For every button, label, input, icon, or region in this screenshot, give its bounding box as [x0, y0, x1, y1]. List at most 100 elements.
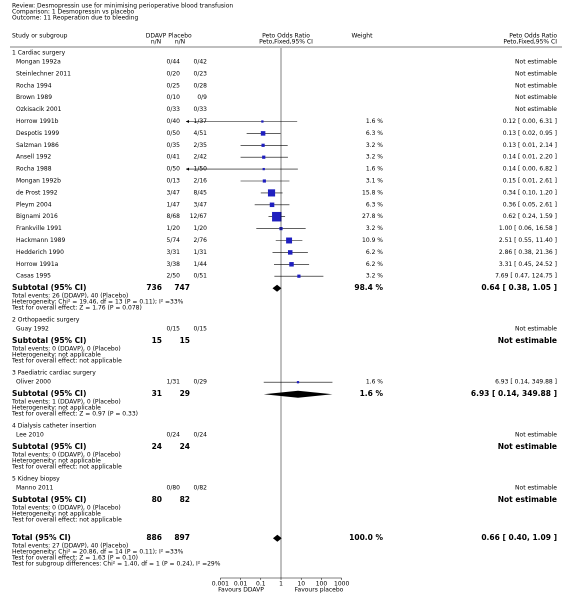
- study-ddavp: 0/41: [167, 154, 181, 161]
- study-placebo: 2/16: [194, 178, 208, 185]
- study-ddavp: 0/50: [167, 166, 181, 173]
- subtotal-result: 0.66 [ 0.40, 1.09 ]: [481, 533, 557, 542]
- note: Test for subgroup differences: Chi² = 1.…: [11, 561, 221, 568]
- study-result: 2.51 [ 0.55, 11.40 ]: [499, 237, 557, 244]
- study-square: [297, 274, 301, 278]
- study-result: Not estimable: [515, 70, 557, 77]
- study-weight: 3.1 %: [366, 178, 383, 185]
- study-placebo: 0/42: [194, 59, 208, 66]
- subtotal-placebo: 15: [180, 336, 190, 345]
- study-result: Not estimable: [515, 485, 557, 492]
- subtotal-label: Subtotal (95% CI): [12, 283, 86, 292]
- study-weight: 6.2 %: [366, 249, 383, 256]
- favours-right: Favours placebo: [295, 587, 344, 594]
- study-weight: 1.6 %: [366, 118, 383, 125]
- study-result: Not estimable: [515, 432, 557, 439]
- study-placebo: 0/82: [194, 485, 208, 492]
- study-result: 3.31 [ 0.45, 24.52 ]: [499, 261, 557, 268]
- study-ddavp: 1/47: [167, 201, 181, 208]
- x-tick-label: 100: [316, 581, 328, 588]
- col-effect2-method: Peto,Fixed,95% CI: [503, 39, 557, 46]
- col-effect: Peto Odds Ratio: [262, 33, 310, 40]
- study-name: Guay 1992: [16, 326, 49, 333]
- study-result: Not estimable: [515, 82, 557, 89]
- study-result: 6.93 [ 0.14, 349.88 ]: [495, 379, 557, 386]
- study-ddavp: 2/50: [167, 273, 181, 280]
- study-name: Hedderich 1990: [16, 249, 64, 256]
- ci-arrow: [186, 167, 189, 171]
- col-effect-method: Peto,Fixed,95% CI: [259, 39, 313, 46]
- study-name: Manno 2011: [16, 485, 53, 492]
- study-result: 0.13 [ 0.01, 2.14 ]: [503, 142, 557, 149]
- note: Total events: 0 (DDAVP), 0 (Placebo): [11, 452, 121, 459]
- study-weight: 1.6 %: [366, 166, 383, 173]
- study-placebo: 0/28: [194, 82, 208, 89]
- study-weight: 27.8 %: [362, 213, 383, 220]
- study-ddavp: 0/50: [167, 130, 181, 137]
- study-name: Hackmann 1989: [16, 237, 65, 244]
- study-name: Salzman 1986: [16, 142, 59, 149]
- study-name: Oliver 2000: [16, 379, 51, 386]
- study-ddavp: 0/24: [167, 432, 181, 439]
- x-tick-label: 10: [297, 581, 305, 588]
- study-ddavp: 0/25: [167, 82, 181, 89]
- group-title: 3 Paediatric cardiac surgery: [12, 370, 96, 377]
- study-placebo: 3/47: [194, 201, 208, 208]
- study-result: 1.00 [ 0.06, 16.58 ]: [499, 225, 557, 232]
- note: Test for overall effect: Z = 0.97 (P = 0…: [11, 411, 138, 418]
- study-square: [262, 179, 266, 183]
- study-square: [261, 143, 265, 147]
- study-placebo: 1/44: [194, 261, 208, 268]
- comparison: Comparison: 1 Desmopressin vs placebo: [12, 9, 135, 16]
- x-tick-label: 1: [279, 581, 283, 588]
- study-name: Horrow 1991a: [16, 261, 59, 268]
- subtotal-ddavp: 31: [152, 389, 162, 398]
- group-title: 4 Dialysis catheter insertion: [12, 423, 96, 430]
- subtotal-result: 6.93 [ 0.14, 349.88 ]: [471, 389, 557, 398]
- col-ddavp: DDAVP: [146, 33, 167, 40]
- favours-left: Favours DDAVP: [218, 587, 264, 594]
- study-ddavp: 1/20: [167, 225, 181, 232]
- study-weight: 10.9 %: [362, 237, 383, 244]
- group-title: 2 Orthopaedic surgery: [12, 317, 80, 324]
- study-ddavp: 0/80: [167, 485, 181, 492]
- study-result: Not estimable: [515, 94, 557, 101]
- subtotal-weight: 1.6 %: [360, 389, 384, 398]
- study-result: Not estimable: [515, 326, 557, 333]
- study-placebo: 0/33: [194, 106, 208, 113]
- subtotal-label: Subtotal (95% CI): [12, 389, 86, 398]
- diamond: [272, 284, 282, 292]
- study-name: de Prost 1992: [16, 189, 58, 196]
- study-ddavp: 3/47: [167, 189, 181, 196]
- subtotal-ddavp: 24: [152, 442, 162, 451]
- note: Heterogeneity: not applicable: [12, 458, 101, 465]
- study-ddavp: 8/68: [167, 213, 181, 220]
- outcome: Outcome: 11 Reoperation due to bleeding: [12, 15, 138, 22]
- study-ddavp: 0/44: [167, 59, 181, 66]
- study-name: Bignami 2016: [16, 213, 58, 220]
- x-tick-label: 1000: [334, 581, 349, 588]
- study-weight: 1.6 %: [366, 379, 383, 386]
- note: Test for overall effect: not applicable: [11, 358, 122, 365]
- study-placebo: 8/45: [194, 189, 208, 196]
- note: Heterogeneity: Chi² = 20.86, df = 14 (P …: [12, 549, 184, 556]
- subtotal-placebo: 897: [174, 533, 190, 542]
- study-square: [267, 189, 276, 197]
- study-name: Brown 1989: [16, 94, 52, 101]
- study-weight: 3.2 %: [366, 273, 383, 280]
- study-result: Not estimable: [515, 106, 557, 113]
- group-title: 5 Kidney biopsy: [12, 476, 60, 483]
- study-square: [262, 167, 265, 171]
- study-result: 7.69 [ 0.47, 124.75 ]: [495, 273, 557, 280]
- study-result: 0.15 [ 0.01, 2.61 ]: [503, 178, 557, 185]
- study-name: Despotis 1999: [16, 130, 59, 137]
- study-name: Ozkisacik 2001: [16, 106, 62, 113]
- study-name: Frankville 1991: [16, 225, 62, 232]
- study-name: Ansell 1992: [16, 154, 51, 161]
- study-ddavp: 0/35: [167, 142, 181, 149]
- col-study: Study or subgroup: [12, 33, 68, 40]
- subtotal-ddavp: 80: [152, 495, 162, 504]
- study-ddavp: 0/20: [167, 70, 181, 77]
- study-name: Mongan 1992a: [16, 59, 61, 66]
